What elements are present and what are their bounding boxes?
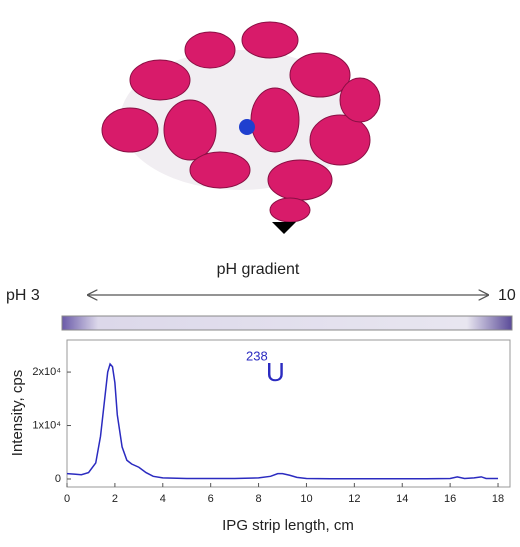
protein-structure [101, 21, 381, 234]
ph-start: pH 3 [6, 287, 40, 304]
x-axis-label: IPG strip length, cm [222, 517, 354, 534]
x-tick-label: 14 [396, 493, 408, 505]
x-tick-label: 12 [348, 493, 360, 505]
x-tick-label: 16 [444, 493, 456, 505]
x-tick-label: 4 [160, 493, 166, 505]
ipg-strip [61, 315, 513, 331]
y-axis-label: Intensity, cps [9, 370, 26, 456]
data-line [66, 362, 499, 480]
x-tick-label: 10 [300, 493, 312, 505]
y-tick-label: 0 [55, 473, 61, 485]
plot-frame [66, 339, 511, 488]
x-tick-label: 6 [208, 493, 214, 505]
x-tick-label: 8 [256, 493, 262, 505]
y-tick-label: 1x10⁴ [32, 419, 61, 431]
annotation-element: U [266, 357, 285, 387]
x-tick-label: 0 [64, 493, 70, 505]
x-tick-label: 2 [112, 493, 118, 505]
annotation-mass: 238 [246, 348, 268, 363]
ph-end: 10 [498, 287, 516, 304]
x-tick-label: 18 [492, 493, 504, 505]
ph-label: pH gradient [217, 261, 300, 278]
y-tick-label: 2x10⁴ [32, 366, 61, 378]
